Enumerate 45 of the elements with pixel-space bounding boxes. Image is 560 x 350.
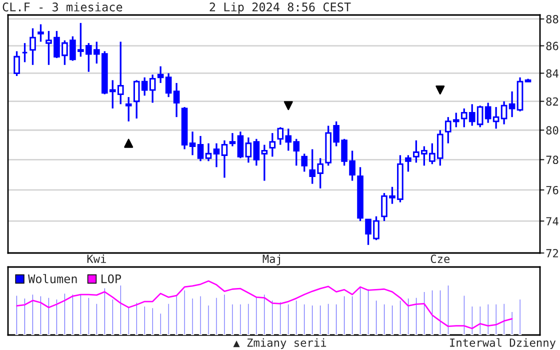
candlestick xyxy=(237,130,244,159)
candlestick xyxy=(301,152,308,173)
point xyxy=(436,86,445,94)
candlestick xyxy=(30,27,36,66)
candlestick xyxy=(165,72,172,98)
candlestick xyxy=(38,23,44,43)
y-tick-label: 76 xyxy=(546,186,558,194)
candlestick xyxy=(173,82,180,118)
candlestick xyxy=(253,138,260,166)
candlestick xyxy=(261,144,268,182)
candlestick xyxy=(125,96,132,122)
candlestick xyxy=(22,42,28,64)
candlestick xyxy=(269,132,276,158)
text: Interwal Dzienny xyxy=(450,338,556,349)
candlestick xyxy=(205,142,212,162)
x-tick-label: Cze xyxy=(430,254,450,264)
y-tick-label: 80 xyxy=(546,126,558,135)
y-tick-label: 74 xyxy=(546,217,558,226)
y-tick-label: 84 xyxy=(546,69,558,78)
text: ▲ Zmiany serii xyxy=(233,338,326,349)
candlestick xyxy=(14,50,20,77)
x-tick-label: Maj xyxy=(262,254,280,266)
candlestick xyxy=(245,136,252,164)
y-tick-label: 88 xyxy=(546,14,558,24)
candlestick xyxy=(508,90,516,118)
legend-label: LOP xyxy=(101,274,122,284)
candlestick xyxy=(197,135,204,162)
chart-title: CL.F - 3 miesiace xyxy=(2,2,122,12)
candlestick xyxy=(500,100,508,126)
x-tick-label: Kwi xyxy=(87,254,106,263)
y-tick-label: 78 xyxy=(546,156,558,164)
chart-subtitle: 2 Lip 2024 8:56 CEST xyxy=(210,2,351,14)
y-tick-label: 86 xyxy=(546,42,558,50)
candlestick xyxy=(221,140,228,179)
y-tick-label: 82 xyxy=(546,97,558,106)
point xyxy=(124,138,134,148)
candlestick xyxy=(405,154,412,173)
y-tick-label: 72 xyxy=(546,249,558,258)
legend-label: Wolumen xyxy=(28,274,77,284)
candlestick xyxy=(157,65,164,84)
candlestick xyxy=(492,106,500,130)
candlestick xyxy=(213,142,220,168)
candlestick xyxy=(229,132,236,148)
point xyxy=(284,101,293,110)
candlestick xyxy=(189,130,196,156)
